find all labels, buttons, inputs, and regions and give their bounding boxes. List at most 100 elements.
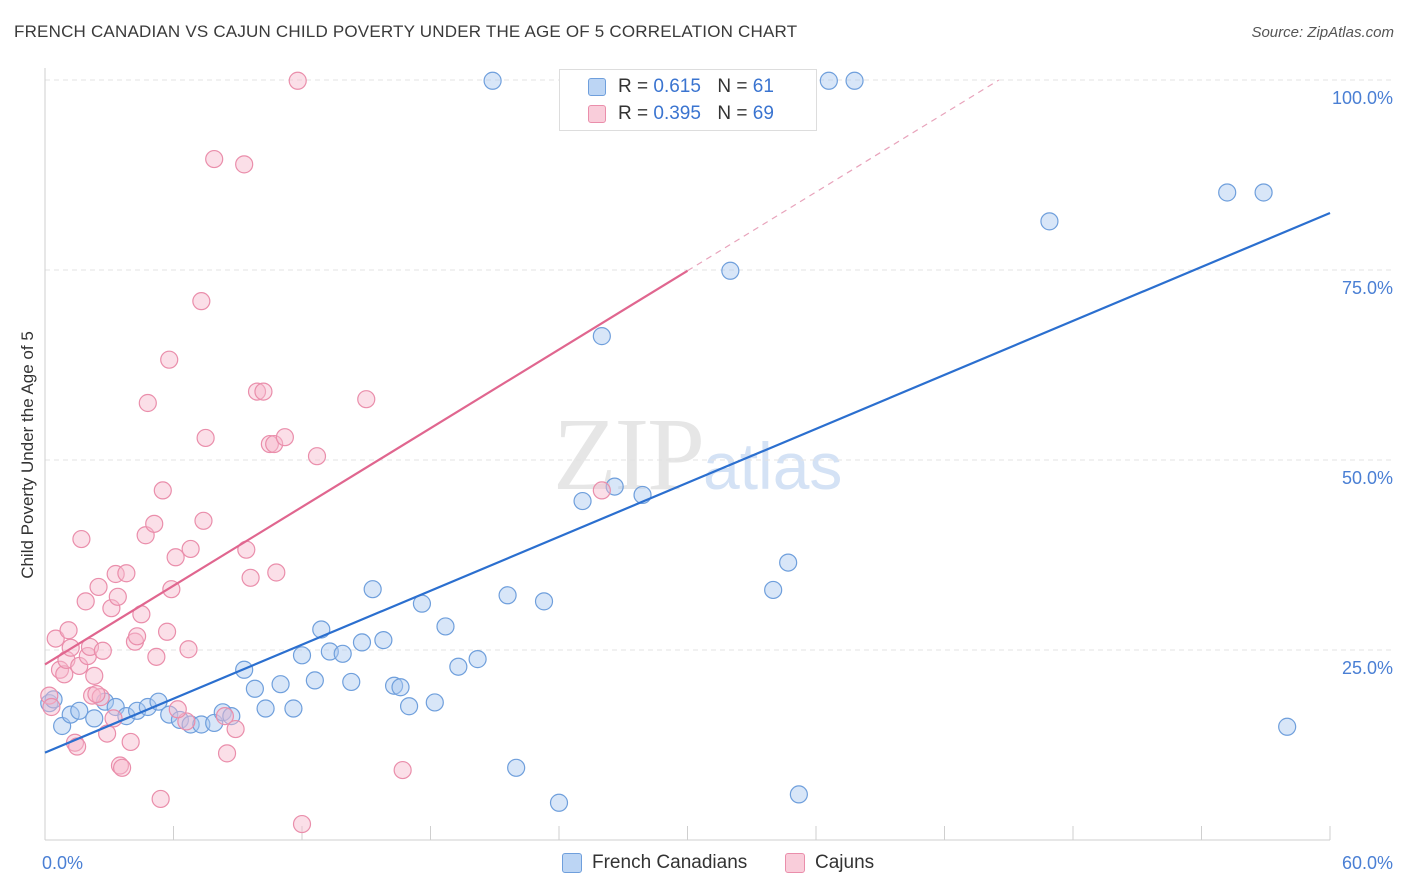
french-canadians-point [374, 631, 393, 650]
legend-n-value-pink: 69 [752, 103, 774, 124]
cajuns-point [112, 758, 132, 777]
cajuns-point [160, 350, 179, 369]
cajuns-points [40, 71, 611, 834]
bottom-legend-swatch-blue [562, 853, 582, 873]
cajuns-point [127, 627, 147, 646]
stats-legend: R = 0.615 N = 61 R = 0.395 N = 69 [559, 69, 817, 131]
french-canadians-point [61, 705, 80, 724]
french-canadians-point [819, 71, 838, 90]
french-canadians-point [333, 644, 352, 663]
y-tick-label: 75.0% [1342, 278, 1393, 298]
cajuns-point [76, 592, 95, 611]
french-canadians-point [468, 650, 487, 669]
legend-r-value-pink: 0.395 [653, 103, 701, 124]
cajuns-trend-line [44, 269, 689, 666]
bottom-legend-cajuns: Cajuns [785, 852, 874, 874]
cajuns-point [260, 434, 279, 454]
french-canadians-point [507, 758, 526, 777]
cajuns-point [592, 481, 611, 500]
french-canadians-point [245, 679, 264, 698]
cajuns-trend-dashed [687, 79, 1000, 272]
x-tick-label-min: 0.0% [42, 853, 83, 873]
cajuns-point [93, 641, 112, 660]
cajuns-point [102, 599, 121, 618]
cajuns-point [138, 393, 157, 413]
legend-n-label: N = [717, 103, 748, 124]
french-canadians-point [549, 793, 569, 812]
french-canadians-point [721, 261, 740, 280]
cajuns-point [235, 155, 254, 174]
french-canadians-point [425, 693, 444, 712]
cajuns-point [196, 428, 215, 448]
cajuns-point [247, 382, 267, 401]
cajuns-point [267, 563, 286, 582]
french-canadians-point [160, 705, 179, 724]
legend-n-label: N = [717, 76, 748, 97]
cajuns-trend-extension [687, 79, 1000, 272]
french-canadians-point [271, 675, 290, 694]
cajuns-point [147, 647, 166, 666]
cajuns-point [110, 756, 130, 775]
french-canadians-point [573, 491, 592, 511]
cajuns-point [157, 622, 177, 641]
legend-r-label: R = [618, 103, 649, 124]
french-canadians-point [284, 699, 303, 718]
cajuns-point [241, 568, 260, 587]
french-canadians-point [436, 617, 455, 636]
legend-swatch-pink [588, 105, 606, 123]
french-canadians-point [789, 785, 808, 804]
cajuns-point [254, 382, 273, 401]
source-credit: Source: ZipAtlas.com [1251, 24, 1394, 41]
french-canadians-point [483, 71, 502, 90]
cajuns-point [42, 697, 61, 717]
legend-row-french-canadians: R = 0.615 N = 61 [560, 74, 774, 100]
cajuns-point [393, 760, 412, 780]
cajuns-point [108, 587, 127, 606]
french-canadians-point [779, 553, 798, 572]
cajuns-point [168, 700, 187, 719]
french-canadians-point [1278, 717, 1297, 736]
watermark: ZIPatlas [553, 395, 842, 514]
french-canadians-point [256, 699, 275, 718]
y-tick-label: 50.0% [1342, 468, 1393, 488]
french-canadians-point [305, 671, 324, 690]
tick-labels: 25.0% 50.0% 75.0% 100.0% 0.0% 60.0% [42, 88, 1393, 873]
french-canadians-point [384, 676, 404, 695]
cajuns-point [215, 707, 234, 726]
french-canadians-point [342, 672, 361, 692]
cajuns-point [166, 548, 185, 567]
legend-r-value-blue: 0.615 [653, 76, 701, 97]
bottom-legend-label-pink: Cajuns [815, 852, 875, 873]
legend-row-cajuns: R = 0.395 N = 69 [560, 101, 774, 127]
french-canadians-point [498, 586, 517, 605]
french-canadians-point [449, 657, 468, 676]
cajuns-point [151, 789, 170, 809]
cajuns-point [89, 577, 108, 597]
cajuns-point [288, 71, 307, 90]
cajuns-point [145, 514, 164, 533]
bottom-legend-label-blue: French Canadians [592, 852, 748, 873]
legend-swatch-blue [588, 78, 606, 96]
trend-lines [44, 211, 1331, 754]
french-canadians-point [1218, 183, 1237, 202]
cajuns-point [275, 428, 294, 447]
cajuns-point [179, 640, 198, 659]
french-canadians-point [292, 646, 312, 665]
cajuns-point [59, 621, 78, 640]
french-canadians-trend-line [44, 211, 1331, 754]
cajuns-point [55, 665, 74, 684]
y-tick-label: 100.0% [1332, 88, 1393, 108]
cajuns-point [357, 390, 376, 409]
french-canadians-point [391, 678, 410, 697]
cajuns-point [226, 719, 245, 739]
french-canadians-point [592, 327, 611, 346]
french-canadians-point [70, 701, 89, 720]
french-canadians-point [845, 71, 864, 90]
y-tick-label: 25.0% [1342, 658, 1393, 678]
chart-title: FRENCH CANADIAN VS CAJUN CHILD POVERTY U… [14, 22, 798, 41]
cajuns-point [194, 511, 213, 530]
french-canadians-point [1254, 183, 1273, 202]
cajuns-point [292, 814, 312, 834]
bottom-legend-swatch-pink [785, 853, 805, 873]
french-canadians-point [363, 580, 382, 599]
